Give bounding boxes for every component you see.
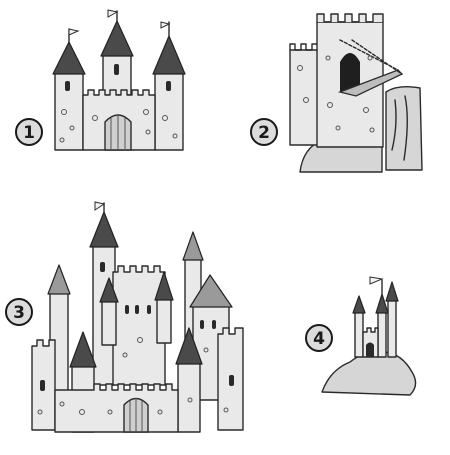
step-number-1: 1 [23,123,35,143]
step-number-3: 3 [13,303,25,323]
step-number-2: 2 [258,123,270,143]
step-number-4: 4 [313,329,325,349]
step-badge-3: 3 [5,298,33,326]
step-badge-1: 1 [15,118,43,146]
step-badge-2: 2 [250,118,278,146]
castle-step-4 [321,276,417,396]
castle-step-3 [31,201,244,433]
step-badge-4: 4 [305,324,333,352]
castle-step-1 [52,9,186,151]
castle-step-2 [289,13,423,173]
